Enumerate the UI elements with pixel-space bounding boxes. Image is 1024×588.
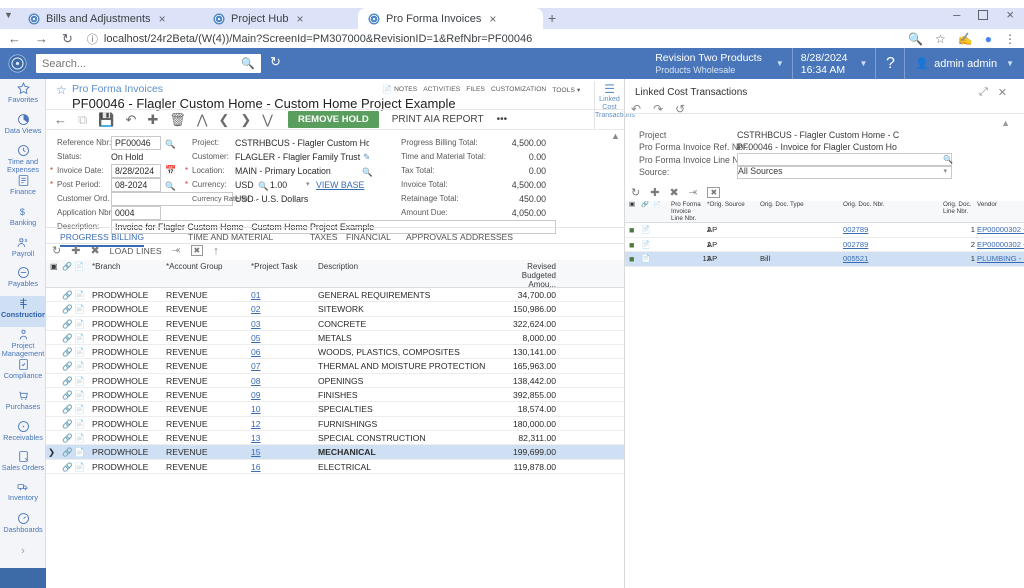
svg-text:$: $ — [25, 238, 28, 244]
svg-text:$: $ — [19, 207, 24, 217]
